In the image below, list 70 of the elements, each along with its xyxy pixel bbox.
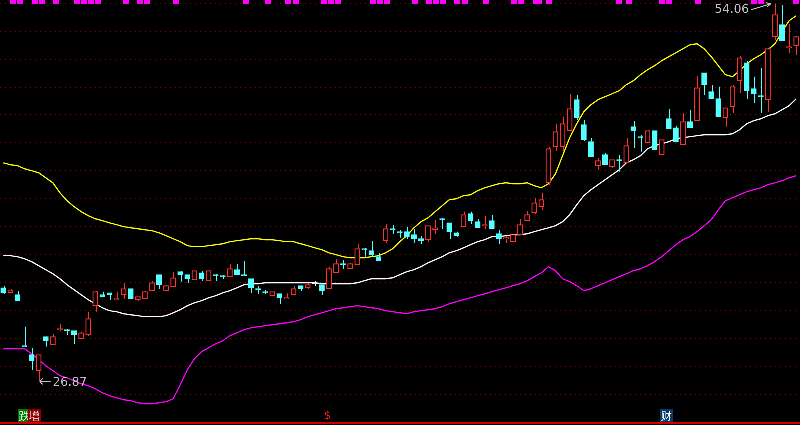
candlestick [178,270,184,282]
candlestick [616,154,622,172]
candlestick [560,116,566,152]
candlestick [149,280,156,292]
candlestick [666,108,672,130]
candlestick [156,274,162,290]
text: 财 [660,409,673,423]
candlestick [673,125,679,142]
candlestick [730,84,736,114]
candlestick [630,120,636,149]
candlestick [581,119,587,142]
candlestick [702,72,708,96]
candlestick [716,86,722,118]
candlestick [532,198,538,214]
candlestick [659,140,665,156]
candlestick [638,134,644,152]
annotation: 54.06 [714,2,750,16]
candlestick [518,218,524,236]
candlestick [687,109,694,129]
candlestick [86,311,92,336]
candlestick [595,158,602,170]
candlestick [496,229,502,244]
candlestick [624,138,630,164]
candlestick [121,282,127,300]
candlestick [425,225,432,242]
candlestick [383,224,389,244]
candlestick [446,222,452,240]
candlestick [227,264,233,278]
candlestick [72,330,78,344]
candlestick [234,264,240,276]
candlestick [170,271,176,288]
candlestick [708,84,714,100]
candlestick [248,278,254,294]
candlestick [772,4,778,40]
candlestick [680,112,686,146]
candlestick [482,215,488,230]
candlestick [404,226,410,240]
candlestick [29,348,35,370]
text: 增 [28,409,41,423]
candlestick [368,240,375,258]
candlestick [567,94,573,132]
candlestick [241,260,248,276]
candlestick [602,152,608,166]
candlestick [489,214,495,230]
candlestick [644,129,651,144]
candlestick [552,124,559,152]
candlestick [290,285,297,296]
text: $ [323,409,332,422]
candlestick [786,24,792,54]
candlestick [276,294,282,304]
candlestick [736,55,743,94]
candlestick [460,211,467,228]
candlestick [751,76,757,104]
candlestick [538,192,544,210]
candlestick [440,218,446,230]
candlestick [354,244,360,266]
candlestick [432,219,438,234]
candlestick [411,228,417,244]
candlestick [652,130,658,150]
candlestick [588,138,594,158]
candlestick [50,334,56,346]
candlestick [574,94,580,120]
candlestick [794,35,800,56]
candlestick [722,108,728,128]
candlestick [779,4,786,42]
candlestick [340,259,346,270]
candlestick [92,290,98,312]
candlestick [524,210,530,222]
candlestick [390,224,396,234]
candlestick [36,354,42,382]
